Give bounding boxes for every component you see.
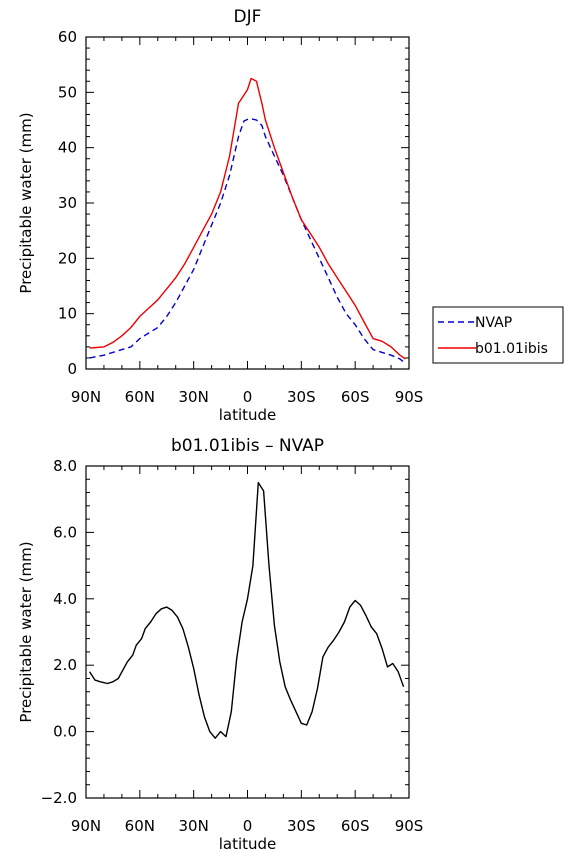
y-tick-label: 2.0	[53, 656, 77, 674]
x-tick-label: 30S	[287, 817, 316, 835]
y-tick-label: 20	[58, 249, 77, 267]
x-tick-label: 90S	[395, 817, 424, 835]
y-tick-label: 30	[58, 194, 77, 212]
plot-frame	[85, 465, 410, 799]
y-tick-label: 40	[58, 139, 77, 157]
top-chart: DJF 90N 60N 30N 0 30S 60S 90S 0 10 20 30 40 50 60 latit…	[17, 7, 564, 424]
x-tick-label: 90S	[395, 388, 424, 406]
legend-label: NVAP	[475, 315, 512, 331]
x-tick-label: 60N	[125, 388, 155, 406]
y-tick-label: 6.0	[53, 523, 77, 541]
plot-frame	[85, 36, 410, 370]
y-tick-label: 0	[67, 360, 77, 378]
x-tick-label: 60S	[341, 817, 370, 835]
series-line-b01-01ibis	[89, 77, 406, 360]
x-tick-label: 90N	[71, 817, 101, 835]
y-tick-label: −2.0	[41, 789, 77, 807]
legend-label: b01.01ibis	[475, 341, 548, 357]
legend-box	[432, 306, 564, 364]
y-tick-label: 60	[58, 28, 77, 46]
y-tick-label: 50	[58, 83, 77, 101]
chart-title: b01.01ibis – NVAP	[171, 436, 324, 456]
y-axis-label: Precipitable water (mm)	[17, 112, 35, 293]
x-tick-label: 0	[243, 817, 253, 835]
y-axis-label: Precipitable water (mm)	[17, 541, 35, 722]
x-tick-label: 30N	[179, 388, 209, 406]
y-tick-label: 4.0	[53, 590, 77, 608]
y-tick-label: 8.0	[53, 457, 77, 475]
bottom-chart: b01.01ibis – NVAP 90N 60N 30N 0 30S 60S 90S −2.0…	[17, 436, 423, 852]
series-line-nvap	[89, 118, 406, 365]
y-tick-label: 10	[58, 305, 77, 323]
x-tick-label: 30S	[287, 388, 316, 406]
series-line-difference	[89, 481, 405, 739]
x-axis-label: latitude	[219, 406, 277, 424]
x-tick-label: 60N	[125, 817, 155, 835]
y-tick-label: 0.0	[53, 723, 77, 741]
x-tick-label: 30N	[179, 817, 209, 835]
x-tick-label: 0	[243, 388, 253, 406]
x-axis-label: latitude	[219, 835, 277, 852]
chart-title: DJF	[234, 7, 262, 27]
x-tick-label: 60S	[341, 388, 370, 406]
x-tick-label: 90N	[71, 388, 101, 406]
